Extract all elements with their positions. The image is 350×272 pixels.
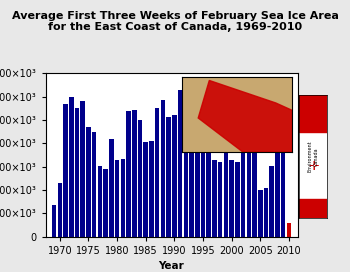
Bar (229, 160, 234, 237)
Bar (57, 183, 62, 237)
Bar (120, 159, 125, 237)
Bar (103, 169, 108, 237)
Bar (132, 110, 136, 237)
Bar (299, 199, 327, 218)
Bar (183, 92, 188, 237)
Bar (270, 166, 274, 237)
Bar (166, 117, 171, 237)
Bar (115, 160, 119, 237)
Bar (189, 138, 194, 237)
Bar (155, 109, 160, 237)
Bar (287, 223, 291, 237)
Bar (138, 120, 142, 237)
Bar (109, 139, 114, 237)
Bar (80, 101, 85, 237)
Bar (224, 141, 228, 237)
Text: Average First Three Weeks of February Sea Ice Area
for the East Coast of Canada,: Average First Three Weeks of February Se… (12, 11, 338, 32)
X-axis label: Year: Year (159, 261, 184, 271)
Bar (258, 190, 262, 237)
Bar (52, 205, 56, 237)
Bar (275, 150, 280, 237)
Bar (144, 142, 148, 237)
Bar (264, 188, 268, 237)
Bar (206, 152, 211, 237)
Bar (178, 90, 182, 237)
Bar (201, 141, 205, 237)
Bar (126, 111, 131, 237)
Bar (63, 104, 68, 237)
Bar (235, 162, 240, 237)
Bar (218, 162, 223, 237)
Text: Environment
Canada: Environment Canada (308, 141, 318, 172)
Bar (252, 148, 257, 237)
Bar (161, 100, 165, 237)
Bar (299, 95, 327, 132)
Text: ✛: ✛ (308, 160, 318, 173)
Bar (172, 115, 177, 237)
Bar (92, 132, 97, 237)
Bar (281, 142, 286, 237)
Bar (212, 160, 217, 237)
Bar (149, 141, 154, 237)
Bar (195, 140, 199, 237)
Bar (75, 109, 79, 237)
Bar (69, 97, 74, 237)
Bar (241, 152, 245, 237)
Bar (86, 127, 91, 237)
Bar (98, 166, 102, 237)
Bar (246, 153, 251, 237)
